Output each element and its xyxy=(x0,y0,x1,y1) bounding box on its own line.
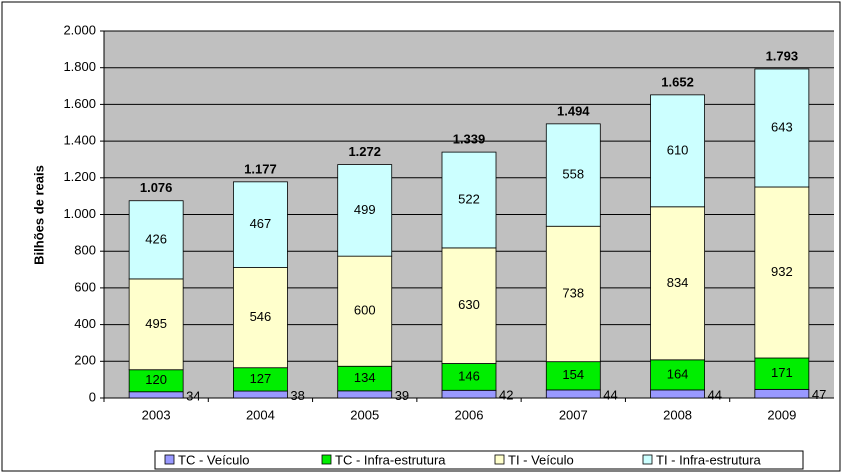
data-label: 467 xyxy=(250,216,272,231)
bar-segment xyxy=(337,390,393,399)
y-tick-label: 800 xyxy=(74,243,96,258)
y-tick-label: 0 xyxy=(89,389,96,404)
legend-label: TI - Veículo xyxy=(508,452,574,467)
data-label: 154 xyxy=(562,367,584,382)
data-label: 499 xyxy=(354,202,376,217)
bar-segment xyxy=(754,357,810,390)
data-label: 426 xyxy=(145,231,167,246)
y-tick-label: 400 xyxy=(74,316,96,331)
data-label: 643 xyxy=(771,119,793,134)
legend-swatch xyxy=(321,454,332,465)
bar-segment xyxy=(754,186,810,359)
legend-swatch xyxy=(494,454,505,465)
data-label: 522 xyxy=(458,191,480,206)
data-label: 495 xyxy=(145,316,167,331)
bar-segment xyxy=(128,278,184,371)
legend-swatch xyxy=(642,454,653,465)
data-label: 44 xyxy=(708,387,722,402)
x-tick-label: 2008 xyxy=(663,407,692,422)
bar-segment xyxy=(233,267,288,369)
bar-segment xyxy=(650,94,705,208)
y-tick-label: 1.200 xyxy=(63,169,96,184)
legend-box xyxy=(154,450,804,470)
data-label: 146 xyxy=(458,368,480,383)
data-label: 932 xyxy=(771,264,793,279)
bar-segment xyxy=(441,151,497,249)
x-tick-label: 2005 xyxy=(350,407,379,422)
data-label: 600 xyxy=(354,303,376,318)
bar-segment xyxy=(233,390,288,399)
total-label: 1.076 xyxy=(140,180,173,195)
y-tick-label: 1.600 xyxy=(63,96,96,111)
bar-segment xyxy=(441,389,497,399)
bar-segment xyxy=(233,181,288,268)
data-label: 134 xyxy=(354,370,376,385)
total-label: 1.494 xyxy=(557,103,590,118)
bar-segment xyxy=(545,225,601,363)
total-label: 1.652 xyxy=(661,74,694,89)
bar-segment xyxy=(545,123,601,227)
bar-segment xyxy=(650,206,705,361)
x-tick-label: 2007 xyxy=(559,407,588,422)
y-tick-label: 200 xyxy=(74,353,96,368)
y-tick-label: 2.000 xyxy=(63,22,96,37)
data-label: 738 xyxy=(562,285,584,300)
data-label: 120 xyxy=(145,372,167,387)
data-label: 34 xyxy=(186,388,200,403)
y-tick-label: 1.800 xyxy=(63,59,96,74)
total-label: 1.793 xyxy=(766,48,799,63)
x-tick-label: 2006 xyxy=(455,407,484,422)
bar-segment xyxy=(545,389,601,399)
legend-label: TC - Infra-estrutura xyxy=(335,452,446,467)
data-label: 44 xyxy=(603,387,617,402)
data-label: 171 xyxy=(771,365,793,380)
legend-label: TC - Veículo xyxy=(178,452,250,467)
total-label: 1.177 xyxy=(244,161,277,176)
data-label: 610 xyxy=(667,142,689,157)
x-tick-label: 2004 xyxy=(246,407,275,422)
bar-segment xyxy=(545,361,601,391)
data-label: 127 xyxy=(250,371,272,386)
bar-segment xyxy=(337,255,393,367)
data-label: 558 xyxy=(562,166,584,181)
bar-segment xyxy=(337,164,393,257)
x-tick-label: 2003 xyxy=(142,407,171,422)
total-label: 1.339 xyxy=(453,132,486,147)
total-label: 1.272 xyxy=(348,144,381,159)
data-label: 630 xyxy=(458,297,480,312)
data-label: 38 xyxy=(290,388,304,403)
x-tick-label: 2009 xyxy=(767,407,796,422)
bar-segment xyxy=(754,68,810,188)
y-axis-label: Bilhões de reais xyxy=(31,165,46,265)
data-label: 39 xyxy=(395,388,409,403)
data-label: 546 xyxy=(250,309,272,324)
bar-segment xyxy=(754,388,810,399)
legend-label: TI - Infra-estrutura xyxy=(656,452,762,467)
bar-segment xyxy=(441,363,497,391)
bar-segment xyxy=(128,200,184,280)
data-label: 42 xyxy=(499,388,513,403)
legend-swatch xyxy=(164,454,175,465)
data-label: 834 xyxy=(667,275,689,290)
y-tick-label: 600 xyxy=(74,279,96,294)
data-label: 164 xyxy=(667,366,689,381)
bar-segment xyxy=(128,391,184,399)
bar-segment xyxy=(650,389,705,399)
y-tick-label: 1.400 xyxy=(63,133,96,148)
data-label: 47 xyxy=(812,387,826,402)
y-tick-label: 1.000 xyxy=(63,206,96,221)
bar-segment xyxy=(337,365,393,392)
bar-segment xyxy=(441,247,497,364)
bar-segment xyxy=(650,359,705,391)
